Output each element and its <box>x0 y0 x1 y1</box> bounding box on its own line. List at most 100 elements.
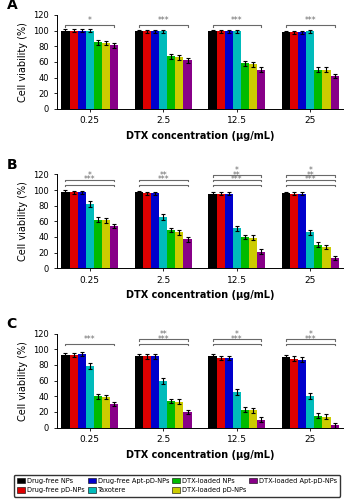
Y-axis label: Cell viability (%): Cell viability (%) <box>18 22 28 102</box>
Bar <box>217 358 225 428</box>
Text: *: * <box>235 166 239 175</box>
Bar <box>306 232 314 268</box>
X-axis label: DTX concentration (μg/mL): DTX concentration (μg/mL) <box>126 290 274 300</box>
Text: B: B <box>6 158 17 172</box>
Bar <box>69 192 78 268</box>
Bar <box>249 64 257 109</box>
Bar <box>233 228 241 268</box>
Bar <box>225 358 233 428</box>
Bar <box>110 226 118 268</box>
Bar <box>69 355 78 428</box>
Text: *: * <box>235 330 239 339</box>
Bar <box>249 410 257 428</box>
Text: *: * <box>88 16 92 25</box>
Bar <box>86 30 94 109</box>
Bar <box>183 60 192 109</box>
Bar <box>290 32 298 109</box>
Bar <box>241 410 249 428</box>
Bar <box>298 194 306 268</box>
Text: ***: *** <box>304 16 316 25</box>
Bar <box>217 194 225 268</box>
Bar <box>143 356 151 428</box>
Bar <box>175 57 183 109</box>
Bar <box>298 360 306 428</box>
Legend: Drug-free NPs, Drug-free pD-NPs, Drug-free Apt-pD-NPs, Taxotere, DTX-loaded NPs,: Drug-free NPs, Drug-free pD-NPs, Drug-fr… <box>14 474 340 496</box>
Bar <box>143 32 151 109</box>
Bar <box>78 354 86 428</box>
Bar <box>331 258 338 268</box>
Text: ***: *** <box>84 176 96 184</box>
Bar <box>62 355 69 428</box>
Text: **: ** <box>233 170 241 179</box>
Bar <box>322 70 331 109</box>
Bar <box>290 359 298 428</box>
Text: ***: *** <box>304 334 316 344</box>
Bar <box>322 416 331 428</box>
Bar <box>306 32 314 109</box>
Bar <box>282 193 290 268</box>
Bar <box>167 401 175 427</box>
Text: *: * <box>308 166 312 175</box>
Text: ***: *** <box>231 176 242 184</box>
Bar <box>151 193 159 268</box>
Bar <box>209 194 217 268</box>
Bar <box>233 32 241 109</box>
Text: ***: *** <box>84 334 96 344</box>
Bar <box>86 366 94 428</box>
Bar <box>167 230 175 268</box>
Bar <box>102 397 110 428</box>
Bar <box>102 220 110 268</box>
Bar <box>314 416 322 428</box>
Bar <box>282 357 290 428</box>
Bar <box>257 70 265 109</box>
Y-axis label: Cell viability (%): Cell viability (%) <box>18 340 28 420</box>
Bar <box>282 32 290 109</box>
Bar <box>159 32 167 109</box>
Bar <box>249 238 257 268</box>
Bar <box>257 252 265 268</box>
Bar <box>298 32 306 109</box>
Bar <box>151 32 159 109</box>
Text: ***: *** <box>158 16 169 25</box>
Bar <box>314 244 322 268</box>
Bar <box>233 392 241 428</box>
Bar <box>257 420 265 428</box>
Bar <box>78 192 86 268</box>
Text: ***: *** <box>304 176 316 184</box>
Bar <box>94 220 102 268</box>
Bar <box>78 30 86 109</box>
Y-axis label: Cell viability (%): Cell viability (%) <box>18 182 28 261</box>
Bar <box>290 194 298 268</box>
Bar <box>151 356 159 428</box>
X-axis label: DTX concentration (μg/mL): DTX concentration (μg/mL) <box>126 450 274 460</box>
Bar <box>135 32 143 109</box>
Bar <box>241 237 249 268</box>
Bar <box>94 42 102 109</box>
Bar <box>217 32 225 109</box>
Bar <box>62 192 69 268</box>
Bar <box>209 356 217 428</box>
Text: ***: *** <box>231 16 242 25</box>
Bar <box>110 404 118 427</box>
Bar <box>331 76 338 109</box>
Bar <box>86 204 94 268</box>
Bar <box>314 70 322 109</box>
Bar <box>62 30 69 109</box>
Bar <box>69 30 78 109</box>
Text: ***: *** <box>158 176 169 184</box>
Bar <box>110 46 118 109</box>
Bar <box>159 218 167 268</box>
X-axis label: DTX concentration (μg/mL): DTX concentration (μg/mL) <box>126 131 274 141</box>
Bar <box>102 43 110 109</box>
Bar <box>306 396 314 428</box>
Bar <box>183 412 192 428</box>
Bar <box>135 192 143 268</box>
Text: *: * <box>308 330 312 339</box>
Bar <box>159 380 167 428</box>
Bar <box>143 193 151 268</box>
Text: **: ** <box>159 330 167 339</box>
Bar <box>175 402 183 427</box>
Text: *: * <box>88 170 92 179</box>
Bar <box>167 56 175 109</box>
Text: **: ** <box>159 170 167 179</box>
